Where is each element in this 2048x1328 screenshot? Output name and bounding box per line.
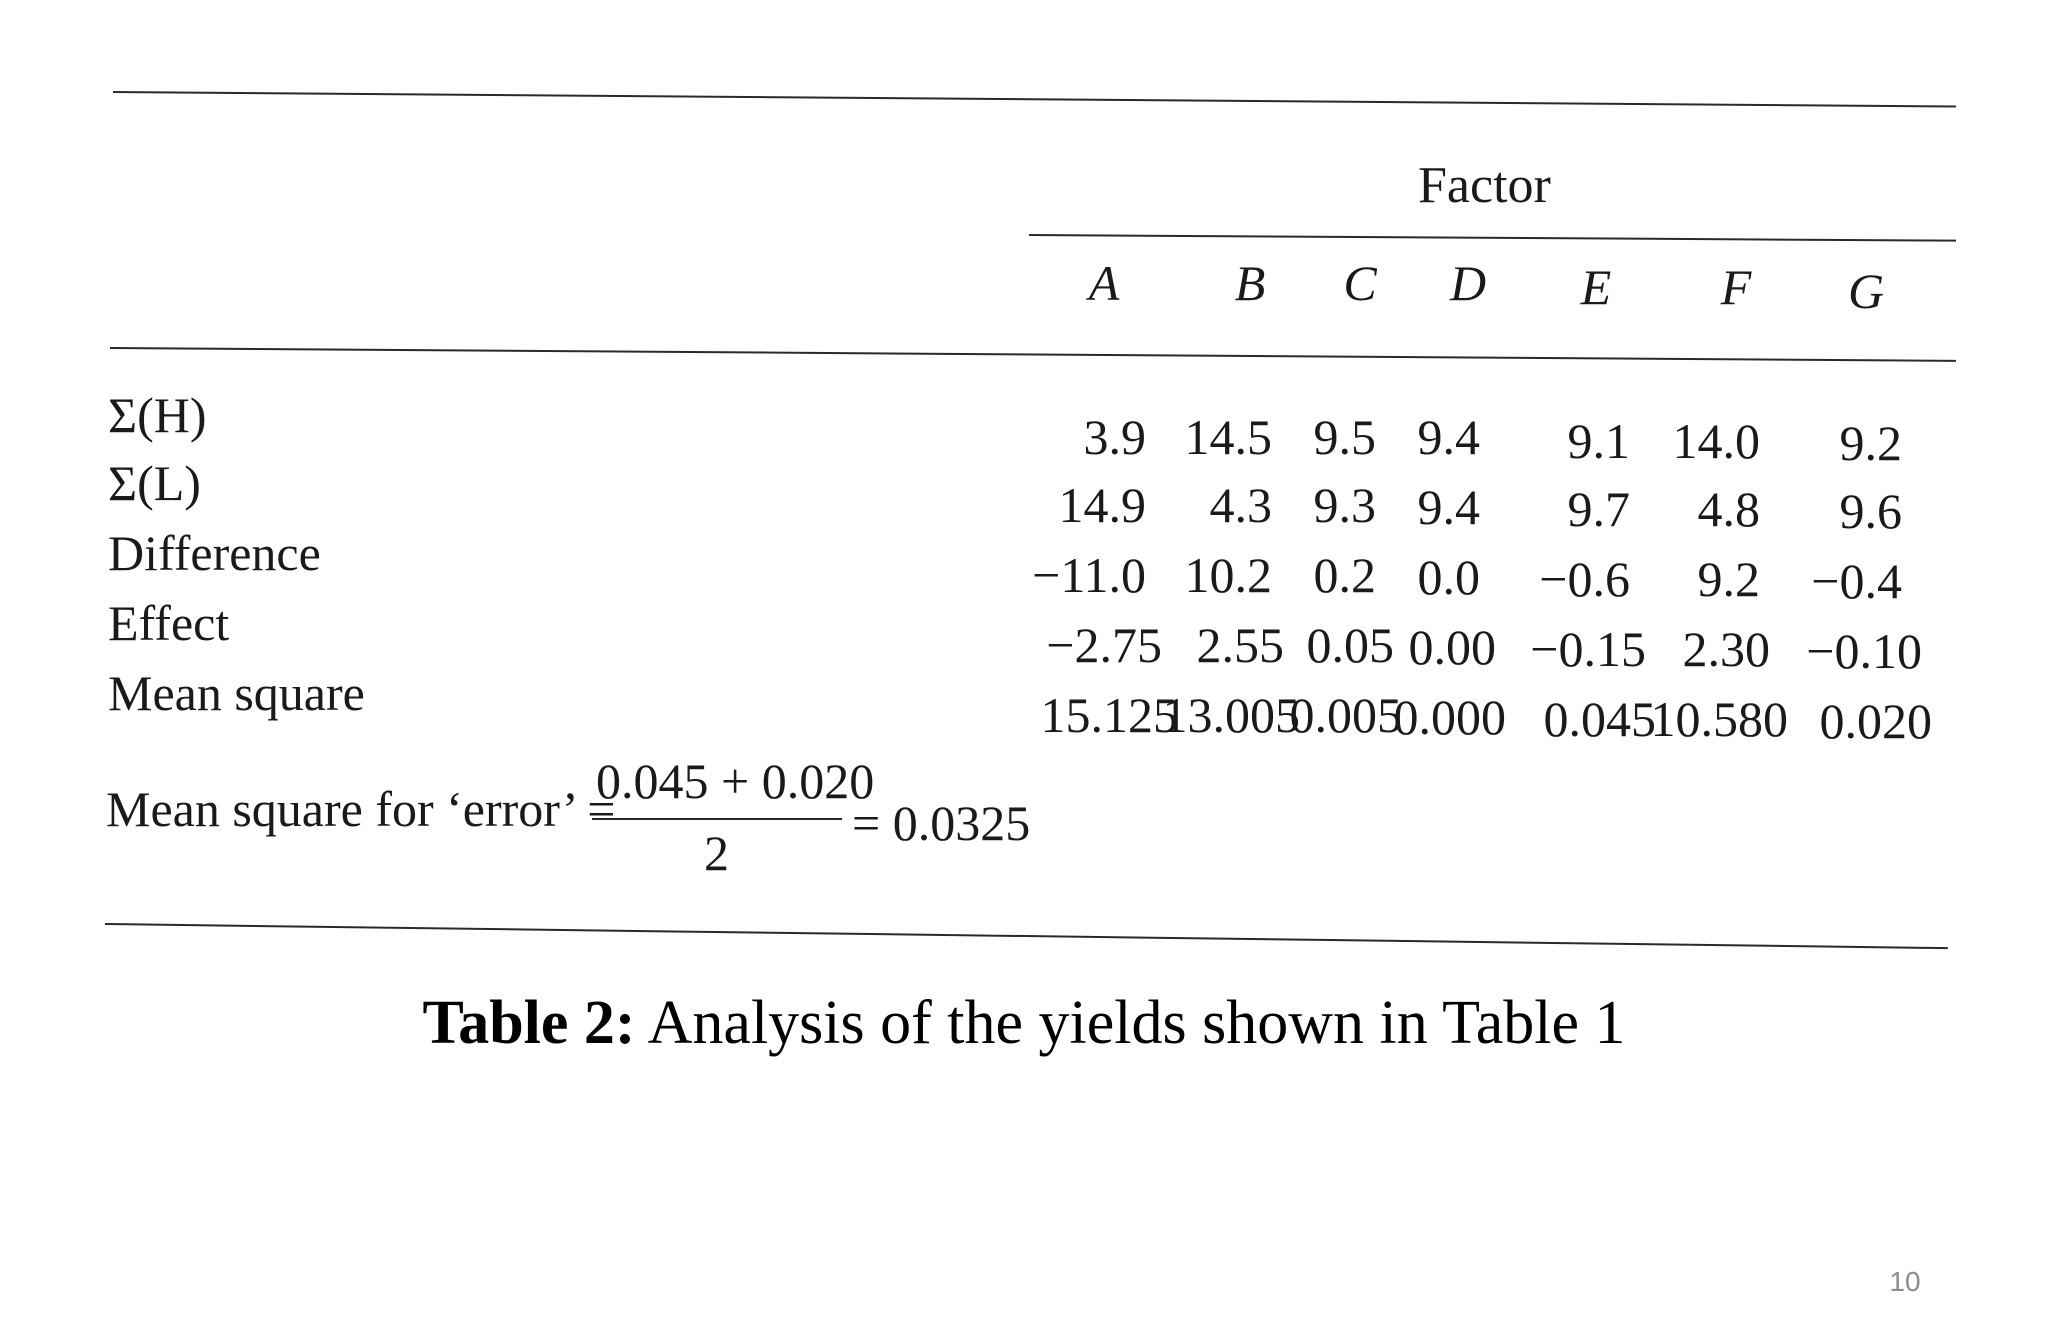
table-cell: 14.5: [1184, 409, 1273, 465]
table-cell: 9.1: [1567, 413, 1631, 469]
table-cell: 0.000: [1393, 689, 1507, 745]
error-formula-denominator: 2: [704, 825, 729, 881]
table-cell: 0.0: [1417, 549, 1481, 605]
table-cell: 0.00: [1408, 619, 1497, 675]
table-cell: 2.30: [1682, 621, 1771, 677]
table-cell: 14.9: [1058, 477, 1147, 533]
table-cell: 9.2: [1697, 551, 1761, 607]
factor-label-a: A: [1088, 255, 1120, 311]
table-cell: 10.2: [1184, 547, 1273, 603]
table-cell: −0.4: [1811, 553, 1902, 609]
table-cell: −0.6: [1539, 551, 1630, 607]
table-cell: 0.020: [1819, 693, 1933, 749]
table-bottom-rule: [104, 923, 1948, 950]
table-cell: 15.125: [1040, 687, 1179, 743]
row-label-sum-high: Σ(H): [108, 387, 207, 443]
table-cell: −0.15: [1530, 621, 1646, 677]
table-cell: 3.9: [1083, 409, 1147, 465]
table-cell: 9.6: [1839, 483, 1903, 539]
row-label-difference: Difference: [108, 525, 321, 581]
table-header-rule: [109, 347, 1956, 362]
table-top-rule: [112, 91, 1956, 108]
table-cell: 0.05: [1306, 617, 1395, 673]
factor-label-e: E: [1580, 259, 1612, 315]
page-number: 10: [1889, 1266, 1921, 1297]
table-cell: −2.75: [1046, 617, 1162, 673]
row-label-sum-low: Σ(L): [108, 455, 201, 511]
table-cell: 9.7: [1567, 481, 1631, 537]
row-label-mean-square: Mean square: [108, 665, 365, 721]
table-caption: Table 2: Analysis of the yields shown in…: [0, 988, 2048, 1059]
table-cell: 4.8: [1697, 481, 1761, 537]
factor-heading-rule: [1028, 234, 1956, 242]
caption-prefix: Table 2:: [422, 989, 636, 1057]
factor-label-f: F: [1720, 259, 1752, 315]
table-cell: 9.4: [1417, 409, 1481, 465]
table-cell: 9.4: [1417, 479, 1481, 535]
table-cell: 9.5: [1313, 409, 1377, 465]
table-cell: 0.2: [1313, 547, 1377, 603]
table-cell: 14.0: [1672, 413, 1761, 469]
table-cell: 9.3: [1313, 477, 1377, 533]
error-formula-numerator: 0.045 + 0.020: [596, 753, 875, 809]
table-cell: 13.005: [1162, 687, 1301, 743]
table-cell: 10.580: [1650, 691, 1789, 747]
table-cell: 9.2: [1839, 415, 1903, 471]
row-label-effect: Effect: [108, 595, 230, 651]
table-cell: 0.045: [1543, 691, 1657, 747]
table-cell: 4.3: [1209, 477, 1273, 533]
table-cell: −0.10: [1806, 623, 1922, 679]
factor-label-g: G: [1847, 263, 1885, 319]
fraction-bar: [592, 818, 842, 820]
factor-heading: Factor: [1418, 157, 1551, 214]
table-cell: −11.0: [1032, 547, 1146, 603]
error-formula-label: Mean square for ‘error’ =: [106, 781, 616, 837]
table-cell: 2.55: [1196, 617, 1285, 673]
factor-label-c: C: [1343, 255, 1377, 311]
caption-text: Analysis of the yields shown in Table 1: [635, 989, 1626, 1057]
factor-label-d: D: [1449, 255, 1487, 311]
error-formula-result: = 0.0325: [852, 795, 1031, 851]
table-cell: 0.005: [1289, 687, 1403, 743]
factor-label-b: B: [1234, 255, 1266, 311]
